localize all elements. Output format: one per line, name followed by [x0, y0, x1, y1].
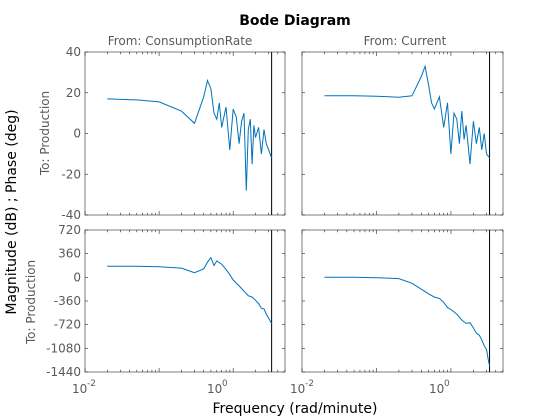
series-line-phase-current — [324, 276, 491, 367]
x-tick-label-0.01-left-exp: -2 — [87, 379, 96, 389]
y-tick-label-phase-consumption: 0 — [73, 270, 81, 284]
row-label-magnitude: To: Production — [38, 91, 52, 176]
series-line-magnitude-consumption — [107, 78, 273, 191]
y-tick-label-phase-consumption: -1440 — [46, 365, 81, 379]
column-title-current: From: Current — [364, 34, 447, 48]
panel-phase-consumption: 720 360 0 -360 -720 -1080 -1440 — [46, 223, 286, 379]
panel-magnitude-current — [301, 51, 504, 216]
y-tick-label-magnitude-consumption: 40 — [66, 45, 81, 59]
panel-magnitude-consumption: 40 20 0 -20 -40 — [61, 45, 286, 222]
y-tick-label-phase-consumption: -360 — [54, 294, 81, 308]
x-tick-label-0.01-right-base: 10 — [290, 382, 305, 396]
x-tick-label-0.01-left-base: 10 — [72, 382, 87, 396]
x-tick-label-1-left-base: 10 — [207, 382, 222, 396]
x-tick-labels: 10 -2 10 0 10 -2 10 0 — [72, 379, 450, 396]
y-tick-label-magnitude-consumption: 0 — [73, 127, 81, 141]
x-tick-label-1-right-base: 10 — [429, 382, 444, 396]
panel-phase-current — [301, 229, 504, 373]
y-tick-label-magnitude-consumption: 20 — [66, 86, 81, 100]
x-tick-label-1-right-exp: 0 — [444, 379, 450, 389]
y-axis-label: Magnitude (dB) ; Phase (deg) — [4, 109, 20, 314]
y-tick-label-phase-consumption: -720 — [54, 318, 81, 332]
y-tick-label-phase-consumption: 720 — [58, 223, 81, 237]
series-line-magnitude-current — [324, 64, 490, 165]
x-tick-label-0.01-right-exp: -2 — [305, 379, 314, 389]
x-tick-label-1-left-exp: 0 — [222, 379, 228, 389]
series-line-phase-consumption — [107, 256, 273, 324]
x-axis-label: Frequency (rad/minute) — [212, 401, 377, 417]
y-tick-label-magnitude-consumption: -20 — [61, 167, 81, 181]
row-label-phase: To: Production — [24, 260, 38, 345]
column-title-consumption: From: ConsumptionRate — [108, 34, 253, 48]
y-tick-label-phase-consumption: -1080 — [46, 341, 81, 355]
y-tick-label-phase-consumption: 360 — [58, 247, 81, 261]
y-tick-label-magnitude-consumption: -40 — [61, 208, 81, 222]
chart-title: Bode Diagram — [239, 13, 351, 29]
